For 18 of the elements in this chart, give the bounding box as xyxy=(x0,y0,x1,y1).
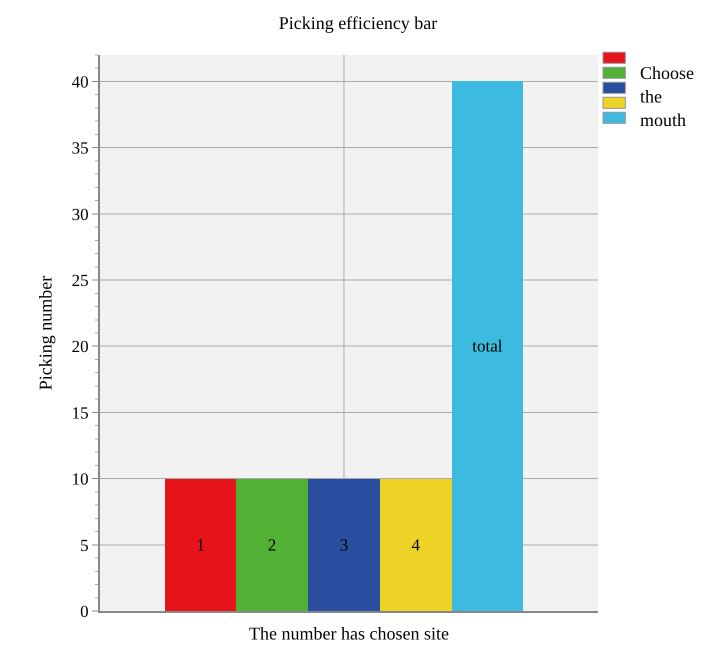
y-tick-label: 5 xyxy=(80,536,89,555)
chart-title: Picking efficiency bar xyxy=(278,13,438,34)
y-tick-label: 10 xyxy=(72,470,89,489)
x-tick-label: 2 xyxy=(268,536,276,554)
x-tick-label: 1 xyxy=(196,536,205,554)
y-tick-label: 35 xyxy=(72,138,89,158)
x-tick-label: 3 xyxy=(340,536,348,554)
x-tick-label: total xyxy=(472,336,503,356)
y-tick-label: 25 xyxy=(72,271,89,290)
y-tick-label: 20 xyxy=(72,337,89,356)
y-axis-title: Picking number xyxy=(35,276,56,390)
y-tick-label: 0 xyxy=(80,602,89,621)
x-axis-title: The number has chosen site xyxy=(249,624,449,644)
x-tick-label: 4 xyxy=(412,536,420,554)
y-tick-label: 30 xyxy=(72,204,89,224)
text: Choose the mouth xyxy=(640,63,694,130)
y-tick-label: 15 xyxy=(72,403,89,422)
y-tick-label: 40 xyxy=(72,72,89,92)
